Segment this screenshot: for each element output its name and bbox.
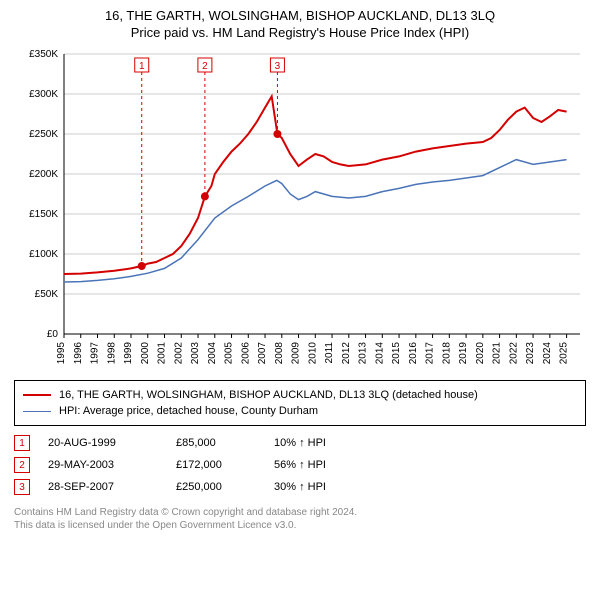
title-subtitle: Price paid vs. HM Land Registry's House … [10,25,590,40]
legend-swatch-property [23,394,51,396]
footer-attribution: Contains HM Land Registry data © Crown c… [14,506,586,532]
legend-label-property: 16, THE GARTH, WOLSINGHAM, BISHOP AUCKLA… [59,389,478,401]
svg-text:2014: 2014 [374,342,385,365]
sale-price: £172,000 [176,459,256,471]
svg-text:2022: 2022 [508,342,519,365]
svg-text:1: 1 [139,61,145,72]
legend-row-hpi: HPI: Average price, detached house, Coun… [23,403,577,419]
svg-text:2009: 2009 [291,342,302,365]
svg-text:2024: 2024 [542,342,553,365]
svg-text:2012: 2012 [341,342,352,365]
svg-text:£350K: £350K [29,49,58,60]
sale-delta: 10% ↑ HPI [274,437,374,449]
svg-text:2000: 2000 [140,342,151,365]
svg-text:1996: 1996 [73,342,84,365]
title-block: 16, THE GARTH, WOLSINGHAM, BISHOP AUCKLA… [0,0,600,44]
svg-text:2001: 2001 [157,342,168,365]
svg-text:2017: 2017 [425,342,436,365]
legend-row-property: 16, THE GARTH, WOLSINGHAM, BISHOP AUCKLA… [23,387,577,403]
svg-text:2018: 2018 [441,342,452,365]
svg-text:2019: 2019 [458,342,469,365]
sale-delta: 30% ↑ HPI [274,481,374,493]
svg-text:3: 3 [275,61,281,72]
svg-text:1999: 1999 [123,342,134,365]
svg-text:£100K: £100K [29,249,58,260]
sale-date: 20-AUG-1999 [48,437,158,449]
svg-text:1998: 1998 [106,342,117,365]
svg-text:£200K: £200K [29,169,58,180]
sale-marker: 3 [14,479,30,495]
sale-marker: 2 [14,457,30,473]
svg-text:2015: 2015 [391,342,402,365]
title-address: 16, THE GARTH, WOLSINGHAM, BISHOP AUCKLA… [10,8,590,23]
sale-date: 28-SEP-2007 [48,481,158,493]
svg-text:£50K: £50K [35,289,59,300]
svg-text:2003: 2003 [190,342,201,365]
svg-text:2002: 2002 [173,342,184,365]
svg-text:2021: 2021 [492,342,503,365]
footer-line2: This data is licensed under the Open Gov… [14,519,586,532]
svg-text:£250K: £250K [29,129,58,140]
svg-text:£150K: £150K [29,209,58,220]
chart-svg: £0 £50K £100K £150K £200K £250K £300K £350K 1995… [10,44,590,374]
svg-text:2: 2 [202,61,208,72]
svg-text:£300K: £300K [29,89,58,100]
svg-text:2023: 2023 [525,342,536,365]
svg-text:1995: 1995 [56,342,67,365]
svg-text:2008: 2008 [274,342,285,365]
legend-label-hpi: HPI: Average price, detached house, Coun… [59,405,318,417]
sale-price: £250,000 [176,481,256,493]
legend-swatch-hpi [23,411,51,412]
sales-block: 1 20-AUG-1999 £85,000 10% ↑ HPI 2 29-MAY-2003… [14,432,586,498]
footer-line1: Contains HM Land Registry data © Crown c… [14,506,586,519]
legend-box: 16, THE GARTH, WOLSINGHAM, BISHOP AUCKLA… [14,380,586,426]
chart-plot: £0 £50K £100K £150K £200K £250K £300K £350K 1995… [10,44,590,374]
svg-text:2006: 2006 [240,342,251,365]
svg-text:2011: 2011 [324,342,335,364]
svg-text:2004: 2004 [207,342,218,365]
sale-price: £85,000 [176,437,256,449]
svg-text:2013: 2013 [358,342,369,365]
chart-container: 16, THE GARTH, WOLSINGHAM, BISHOP AUCKLA… [0,0,600,532]
sale-row: 2 29-MAY-2003 £172,000 56% ↑ HPI [14,454,586,476]
sale-marker: 1 [14,435,30,451]
svg-text:2010: 2010 [307,342,318,365]
svg-text:2007: 2007 [257,342,268,365]
svg-text:2025: 2025 [559,342,570,365]
svg-text:1997: 1997 [90,342,101,365]
sale-date: 29-MAY-2003 [48,459,158,471]
svg-text:2016: 2016 [408,342,419,365]
svg-text:£0: £0 [47,329,59,340]
svg-text:2005: 2005 [224,342,235,365]
sale-delta: 56% ↑ HPI [274,459,374,471]
sale-row: 3 28-SEP-2007 £250,000 30% ↑ HPI [14,476,586,498]
svg-text:2020: 2020 [475,342,486,365]
sale-row: 1 20-AUG-1999 £85,000 10% ↑ HPI [14,432,586,454]
